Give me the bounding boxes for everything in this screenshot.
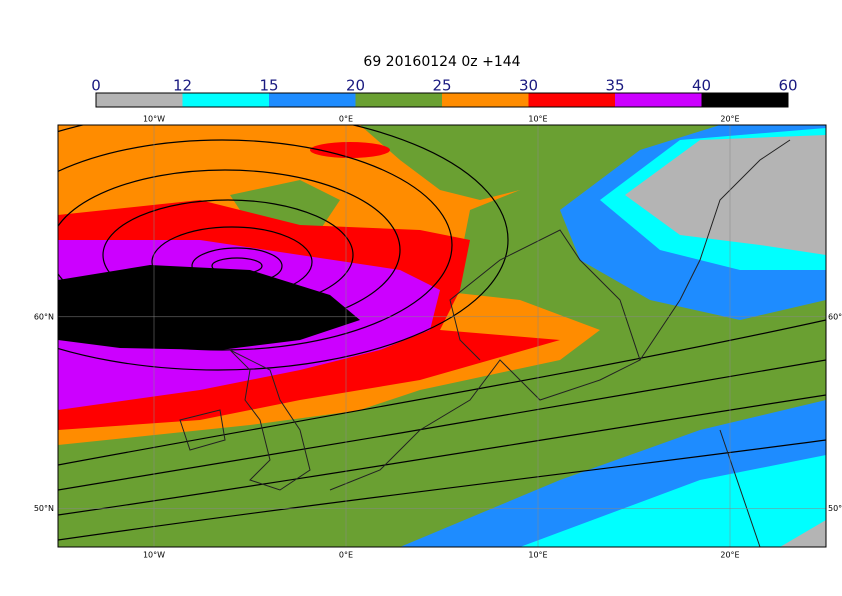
colorbar-frame: [95, 92, 789, 108]
lon-label: 0°E: [339, 551, 353, 560]
lat-label: 50°N: [828, 504, 842, 513]
lon-label: 10°E: [528, 551, 547, 560]
colorbar-bin: [269, 93, 356, 107]
lat-label: 60°N: [34, 312, 54, 321]
colorbar: 0 12 15 20 25 30 35 40 60: [91, 77, 798, 108]
colorbar-label: 35: [605, 77, 624, 95]
colorbar-bin: [442, 93, 529, 107]
colorbar-label: 0: [91, 77, 101, 95]
lon-label: 20°E: [720, 551, 739, 560]
field-cyan: [520, 455, 826, 547]
colorbar-label: 25: [432, 77, 451, 95]
graticule: [58, 125, 826, 547]
title: 69 20160124 0z +144: [363, 54, 520, 70]
colorbar-bin: [182, 93, 269, 107]
colorbar-bin: [355, 93, 442, 107]
lat-label: 50°N: [34, 504, 54, 513]
field-red: [310, 142, 390, 158]
field-gray: [780, 520, 826, 547]
colorbar-label: 15: [259, 77, 278, 95]
field-black: [58, 265, 360, 350]
lon-label: 10°W: [143, 551, 165, 560]
colorbar-bin: [701, 93, 788, 107]
lon-label: 20°E: [720, 115, 739, 124]
colorbar-label: 30: [519, 77, 538, 95]
lon-label: 0°E: [339, 115, 353, 124]
map-field: [58, 125, 826, 547]
colorbar-bin: [528, 93, 615, 107]
colorbar-bin: [96, 93, 183, 107]
map-frame: [57, 124, 827, 548]
colorbar-label: 40: [692, 77, 711, 95]
lon-label: 10°E: [528, 115, 547, 124]
colorbar-bin: [615, 93, 702, 107]
colorbar-label: 60: [778, 77, 797, 95]
lon-label: 10°W: [143, 115, 165, 124]
lat-label: 60°N: [828, 312, 842, 321]
colorbar-label: 12: [173, 77, 192, 95]
isobars: [58, 125, 826, 541]
coastlines: [179, 139, 791, 547]
field-green: [360, 125, 580, 200]
colorbar-label: 20: [346, 77, 365, 95]
